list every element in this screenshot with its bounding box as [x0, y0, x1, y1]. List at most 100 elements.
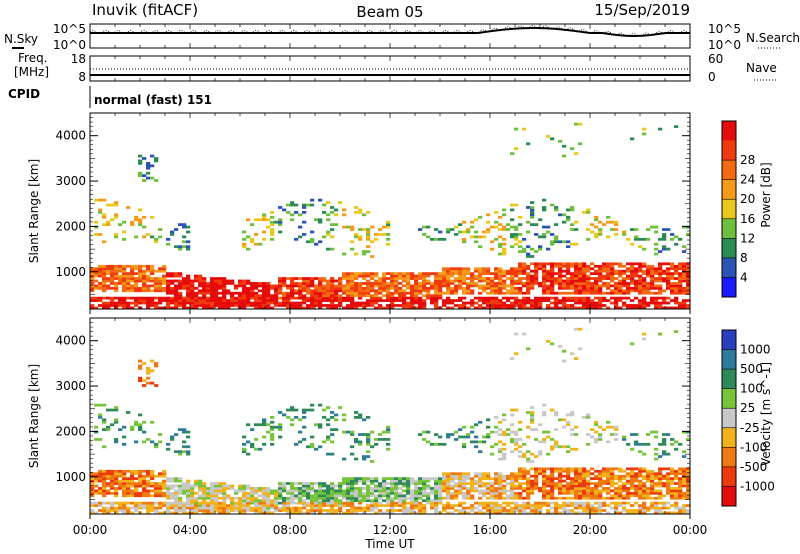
velocity-cell [610, 472, 615, 476]
velocity-cell [110, 479, 115, 483]
velocity-y-axis-label: Slant Range [km] [27, 364, 41, 468]
velocity-cell [230, 506, 235, 510]
power-cell [126, 274, 131, 278]
power-cell [566, 279, 571, 283]
power-cell [474, 284, 479, 288]
power-cell [622, 289, 627, 293]
power-cell [118, 301, 123, 305]
velocity-cell [402, 506, 407, 510]
velocity-cell [594, 506, 599, 510]
velocity-cell [138, 469, 143, 473]
power-cell [670, 237, 675, 241]
velocity-cell [286, 501, 291, 505]
power-cell [382, 294, 387, 298]
velocity-cell [142, 384, 147, 387]
velocity-cell [546, 501, 551, 505]
velocity-cell [294, 442, 299, 446]
velocity-cell [498, 433, 503, 436]
velocity-cell [598, 494, 603, 498]
power-cell [606, 274, 611, 278]
power-cell [658, 304, 663, 307]
power-cell [134, 286, 139, 290]
velocity-cell [558, 506, 563, 510]
velocity-cell [142, 484, 147, 488]
power-cell [510, 304, 515, 307]
velocity-cell [398, 482, 403, 485]
velocity-cell [566, 487, 571, 490]
power-cell [214, 277, 219, 280]
velocity-cell [530, 479, 535, 483]
power-cell [442, 304, 447, 307]
velocity-cell [182, 489, 187, 493]
power-cell [330, 299, 335, 302]
power-cell [646, 267, 651, 271]
velocity-cell [146, 506, 151, 510]
velocity-cell [246, 501, 251, 505]
velocity-cell [686, 489, 691, 493]
power-cell [178, 223, 183, 226]
velocity-cell [482, 511, 487, 515]
power-cell [630, 267, 635, 271]
velocity-cell [274, 504, 279, 507]
velocity-cell [638, 494, 643, 498]
power-cell [586, 211, 591, 214]
power-cell [230, 299, 235, 302]
velocity-cell [94, 504, 99, 507]
noise-search-label: N.Search [746, 31, 800, 45]
velocity-cell [566, 484, 571, 488]
power-cell [466, 286, 471, 290]
power-cell [410, 294, 415, 298]
power-cell [602, 269, 607, 273]
power-cell [394, 282, 399, 285]
power-cell [574, 296, 579, 300]
power-cell [578, 286, 583, 290]
velocity-cell [222, 487, 227, 490]
velocity-cell [390, 499, 395, 503]
power-cell [626, 237, 631, 241]
velocity-cell [642, 484, 647, 488]
velocity-cell [630, 479, 635, 483]
velocity-cell [326, 406, 331, 409]
power-cell [558, 299, 563, 302]
velocity-cell [430, 487, 435, 490]
velocity-cell [666, 506, 671, 510]
velocity-cell [134, 491, 139, 495]
velocity-cell [670, 479, 675, 483]
power-cell [654, 284, 659, 288]
power-cell [338, 299, 343, 302]
velocity-cell [406, 501, 411, 505]
power-cell [274, 296, 279, 300]
velocity-cell [570, 487, 575, 490]
velocity-cell [378, 433, 383, 436]
velocity-cell [126, 479, 131, 483]
power-cell [510, 306, 515, 310]
power-cell [598, 272, 603, 275]
power-cell [642, 264, 647, 268]
velocity-cell [550, 342, 555, 346]
power-cell [410, 286, 415, 290]
velocity-cell [146, 509, 151, 512]
power-cell [106, 301, 111, 305]
velocity-cell [158, 484, 163, 488]
power-cell [386, 233, 391, 236]
velocity-cell [682, 467, 687, 471]
velocity-cell [506, 501, 511, 505]
power-cell [590, 301, 595, 305]
velocity-cell [190, 484, 195, 488]
power-cell [370, 240, 375, 244]
power-cell [162, 274, 167, 278]
power-cell [638, 264, 643, 268]
power-cell [582, 264, 587, 268]
velocity-cell [578, 467, 583, 471]
velocity-cell [214, 487, 219, 490]
velocity-cell [414, 504, 419, 507]
velocity-cell [254, 447, 259, 451]
velocity-cell [382, 491, 387, 495]
velocity-cell [542, 491, 547, 495]
power-cell [570, 242, 575, 246]
power-y-axis-label: Slant Range [km] [27, 159, 41, 263]
velocity-cell [526, 491, 531, 495]
power-cell [578, 264, 583, 268]
power-cell [306, 240, 311, 244]
velocity-cell [626, 472, 631, 476]
